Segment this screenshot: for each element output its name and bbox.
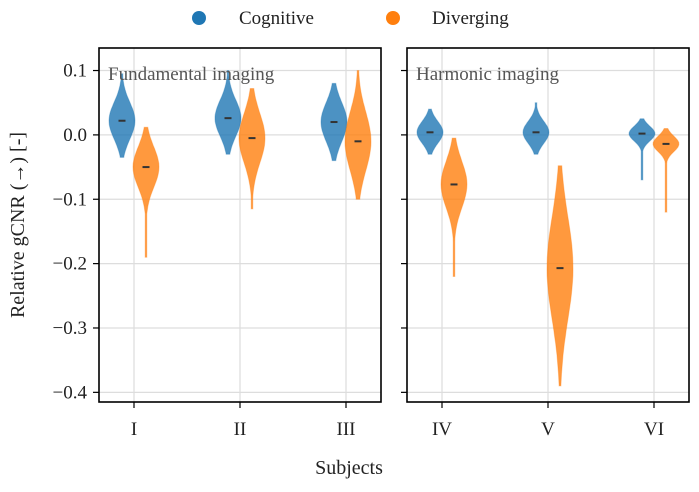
violin-diverging-III [344,70,372,200]
x-axis-label: Subjects [315,457,383,479]
panel-title-fundamental: Fundamental imaging [108,64,275,85]
x-tick-label: I [131,419,137,440]
violin-cognitive-VI [628,118,656,181]
y-tick-label: −0.3 [53,318,87,339]
violin-cognitive-I [108,73,136,158]
y-tick-label: −0.2 [53,254,87,275]
x-tick-label: VI [644,419,664,440]
panel-fundamental-imaging: Fundamental imaging I II III 0.10.0−0.1−0.… [53,47,382,440]
legend-label-cognitive: Cognitive [239,8,314,29]
legend-marker-diverging [386,11,400,25]
violin-diverging-IV [440,137,468,277]
x-tick-label: III [337,419,356,440]
violin-diverging-II [238,88,266,210]
violin-diverging-V [546,165,574,387]
panel-harmonic-imaging: Harmonic imaging IV V VI [401,47,690,440]
legend-label-diverging: Diverging [432,8,509,29]
x-tick-label: II [234,419,247,440]
violin-cognitive-V [522,102,550,155]
violin-diverging-VI [652,128,680,213]
y-axis-label: Relative gCNR (→) [-] [7,132,29,318]
violin-cognitive-II [214,70,242,155]
violin-diverging-I [132,126,160,258]
x-tick-label: IV [432,419,452,440]
y-tick-label: 0.0 [63,125,87,146]
x-tick-label: V [541,419,555,440]
legend: Cognitive Diverging [192,8,509,29]
panel-title-harmonic: Harmonic imaging [416,64,559,85]
y-tick-label: −0.4 [53,382,88,403]
legend-marker-cognitive [192,11,206,25]
y-tick-label: 0.1 [63,61,87,82]
y-tick-label: −0.1 [53,189,87,210]
